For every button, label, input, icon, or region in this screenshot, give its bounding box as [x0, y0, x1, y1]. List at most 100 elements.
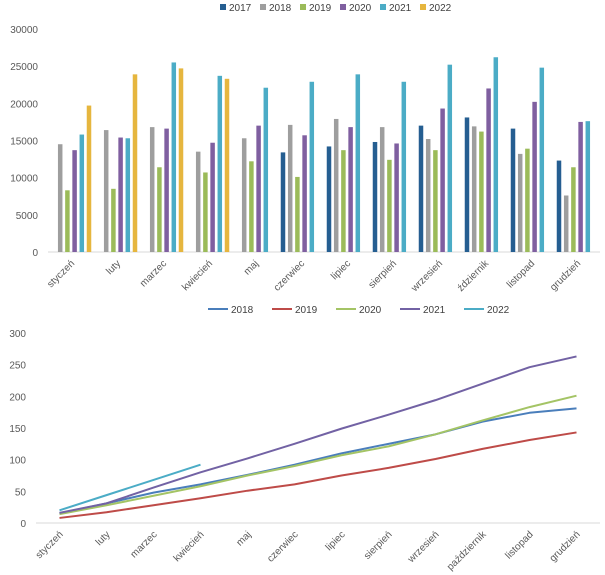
x-tick-label: sierpień	[367, 258, 400, 291]
bar-2017-5	[280, 152, 286, 252]
x-tick-label: wrzesień	[405, 529, 441, 565]
legend-label-2021: 2021	[389, 3, 412, 14]
bar-2021-7	[401, 81, 407, 252]
bar-2017-6	[326, 146, 332, 252]
bar-chart: 2017 2018 2019 2020 2021 2022 0 5000 10000 15000 2…	[10, 3, 600, 295]
x-tick-label: listopad	[505, 258, 537, 290]
bar-2017-7	[372, 141, 378, 252]
line-series-2019	[59, 431, 577, 519]
bar-2017-8	[418, 125, 424, 252]
x-tick-label: kwiecień	[180, 258, 215, 293]
bar-2019-1	[111, 188, 116, 252]
bar-2020-1	[118, 137, 123, 252]
legend-label-2019: 2019	[295, 305, 318, 316]
bar-2019-9	[479, 131, 484, 252]
bar-2018-4	[241, 138, 247, 252]
legend-swatch-2020	[340, 4, 346, 10]
bar-2019-4	[249, 161, 254, 252]
x-tick-label: grudzień	[548, 258, 583, 293]
y-tick-label: 50	[15, 487, 27, 498]
bar-2021-10	[539, 67, 545, 252]
line-series-2022	[59, 463, 201, 512]
y-tick-label: 300	[9, 329, 26, 340]
bar-2018-2	[149, 127, 155, 252]
bar-2021-6	[355, 74, 361, 253]
legend-label-2022: 2022	[487, 305, 510, 316]
bar-2018-11	[563, 195, 569, 252]
legend-label-2019: 2019	[309, 3, 332, 14]
bar-2022-1	[132, 74, 138, 253]
bar-2017-10	[510, 128, 516, 252]
bar-2019-8	[433, 150, 438, 252]
bar-2019-2	[157, 167, 162, 252]
x-tick-label: lipiec	[324, 529, 348, 553]
legend-swatch-2021	[380, 4, 386, 10]
bar-2021-4	[263, 87, 269, 253]
x-tick-label: czerwiec	[265, 529, 300, 564]
legend-label-2017: 2017	[229, 3, 252, 14]
bar-2022-2	[178, 68, 184, 252]
bar-2020-2	[164, 128, 169, 252]
bar-2018-6	[333, 118, 339, 253]
bar-2020-9	[486, 88, 491, 252]
bar-2021-11	[585, 121, 591, 252]
bar-2017-11	[556, 160, 562, 252]
y-tick-label: 250	[9, 361, 26, 372]
x-tick-label: czerwiec	[272, 258, 307, 293]
y-tick-label: 25000	[10, 62, 38, 73]
bar-2020-5	[302, 135, 307, 252]
legend-swatch-2017	[220, 4, 226, 10]
bar-2020-10	[532, 101, 537, 252]
x-tick-label: styczeń	[34, 529, 66, 561]
bar-2019-0	[65, 190, 70, 252]
legend-swatch-2018	[260, 4, 266, 10]
bar-2018-8	[425, 139, 431, 252]
bar-2018-7	[379, 127, 385, 252]
legend-label-2018: 2018	[231, 305, 254, 316]
x-tick-label: luty	[104, 258, 123, 277]
bar-2019-10	[525, 148, 530, 252]
bar-2020-11	[578, 121, 583, 253]
x-tick-label: listopad	[503, 529, 535, 561]
bar-2020-0	[72, 150, 77, 252]
line-chart: 2018 2019 2020 2021 2022 0 50 100 150 200 250 300 st…	[9, 305, 600, 573]
bar-2019-7	[387, 159, 392, 252]
y-tick-label: 30000	[10, 25, 38, 36]
bar-2020-7	[394, 143, 399, 252]
y-tick-label: 150	[9, 424, 26, 435]
x-tick-label: ździernik	[455, 258, 491, 294]
bar-2020-3	[210, 142, 215, 252]
y-tick-label: 5000	[16, 211, 39, 222]
legend-label-2018: 2018	[269, 3, 292, 14]
line-legend: 2018 2019 2020 2021 2022	[208, 305, 510, 316]
legend-swatch-2019	[300, 4, 306, 10]
x-tick-label: marzec	[138, 258, 169, 289]
x-tick-label: kwiecień	[172, 529, 207, 564]
y-tick-label: 20000	[10, 99, 38, 110]
bar-2018-1	[103, 130, 109, 252]
bar-2019-6	[341, 150, 346, 252]
bar-2018-5	[287, 124, 293, 252]
x-tick-label: maj	[242, 258, 261, 277]
y-tick-label: 200	[9, 392, 26, 403]
bar-2018-0	[57, 144, 63, 252]
bar-2019-3	[203, 172, 208, 252]
bar-2018-9	[471, 126, 477, 252]
bar-2021-9	[493, 57, 499, 252]
line-series-2021	[59, 355, 577, 514]
legend-label-2020: 2020	[349, 3, 372, 14]
bar-2018-10	[517, 153, 523, 252]
bar-2017-9	[464, 117, 470, 252]
x-tick-label: sierpień	[362, 529, 395, 562]
bar-2021-8	[447, 64, 453, 253]
y-tick-label: 0	[32, 248, 38, 259]
bar-2018-3	[195, 151, 201, 252]
x-tick-label: grudzień	[548, 529, 583, 564]
bar-2021-5	[309, 81, 315, 252]
y-tick-label: 100	[9, 456, 26, 467]
y-tick-label: 10000	[10, 174, 38, 185]
legend-swatch-2022	[420, 4, 426, 10]
bar-2020-4	[256, 125, 261, 252]
bar-2020-6	[348, 127, 353, 252]
